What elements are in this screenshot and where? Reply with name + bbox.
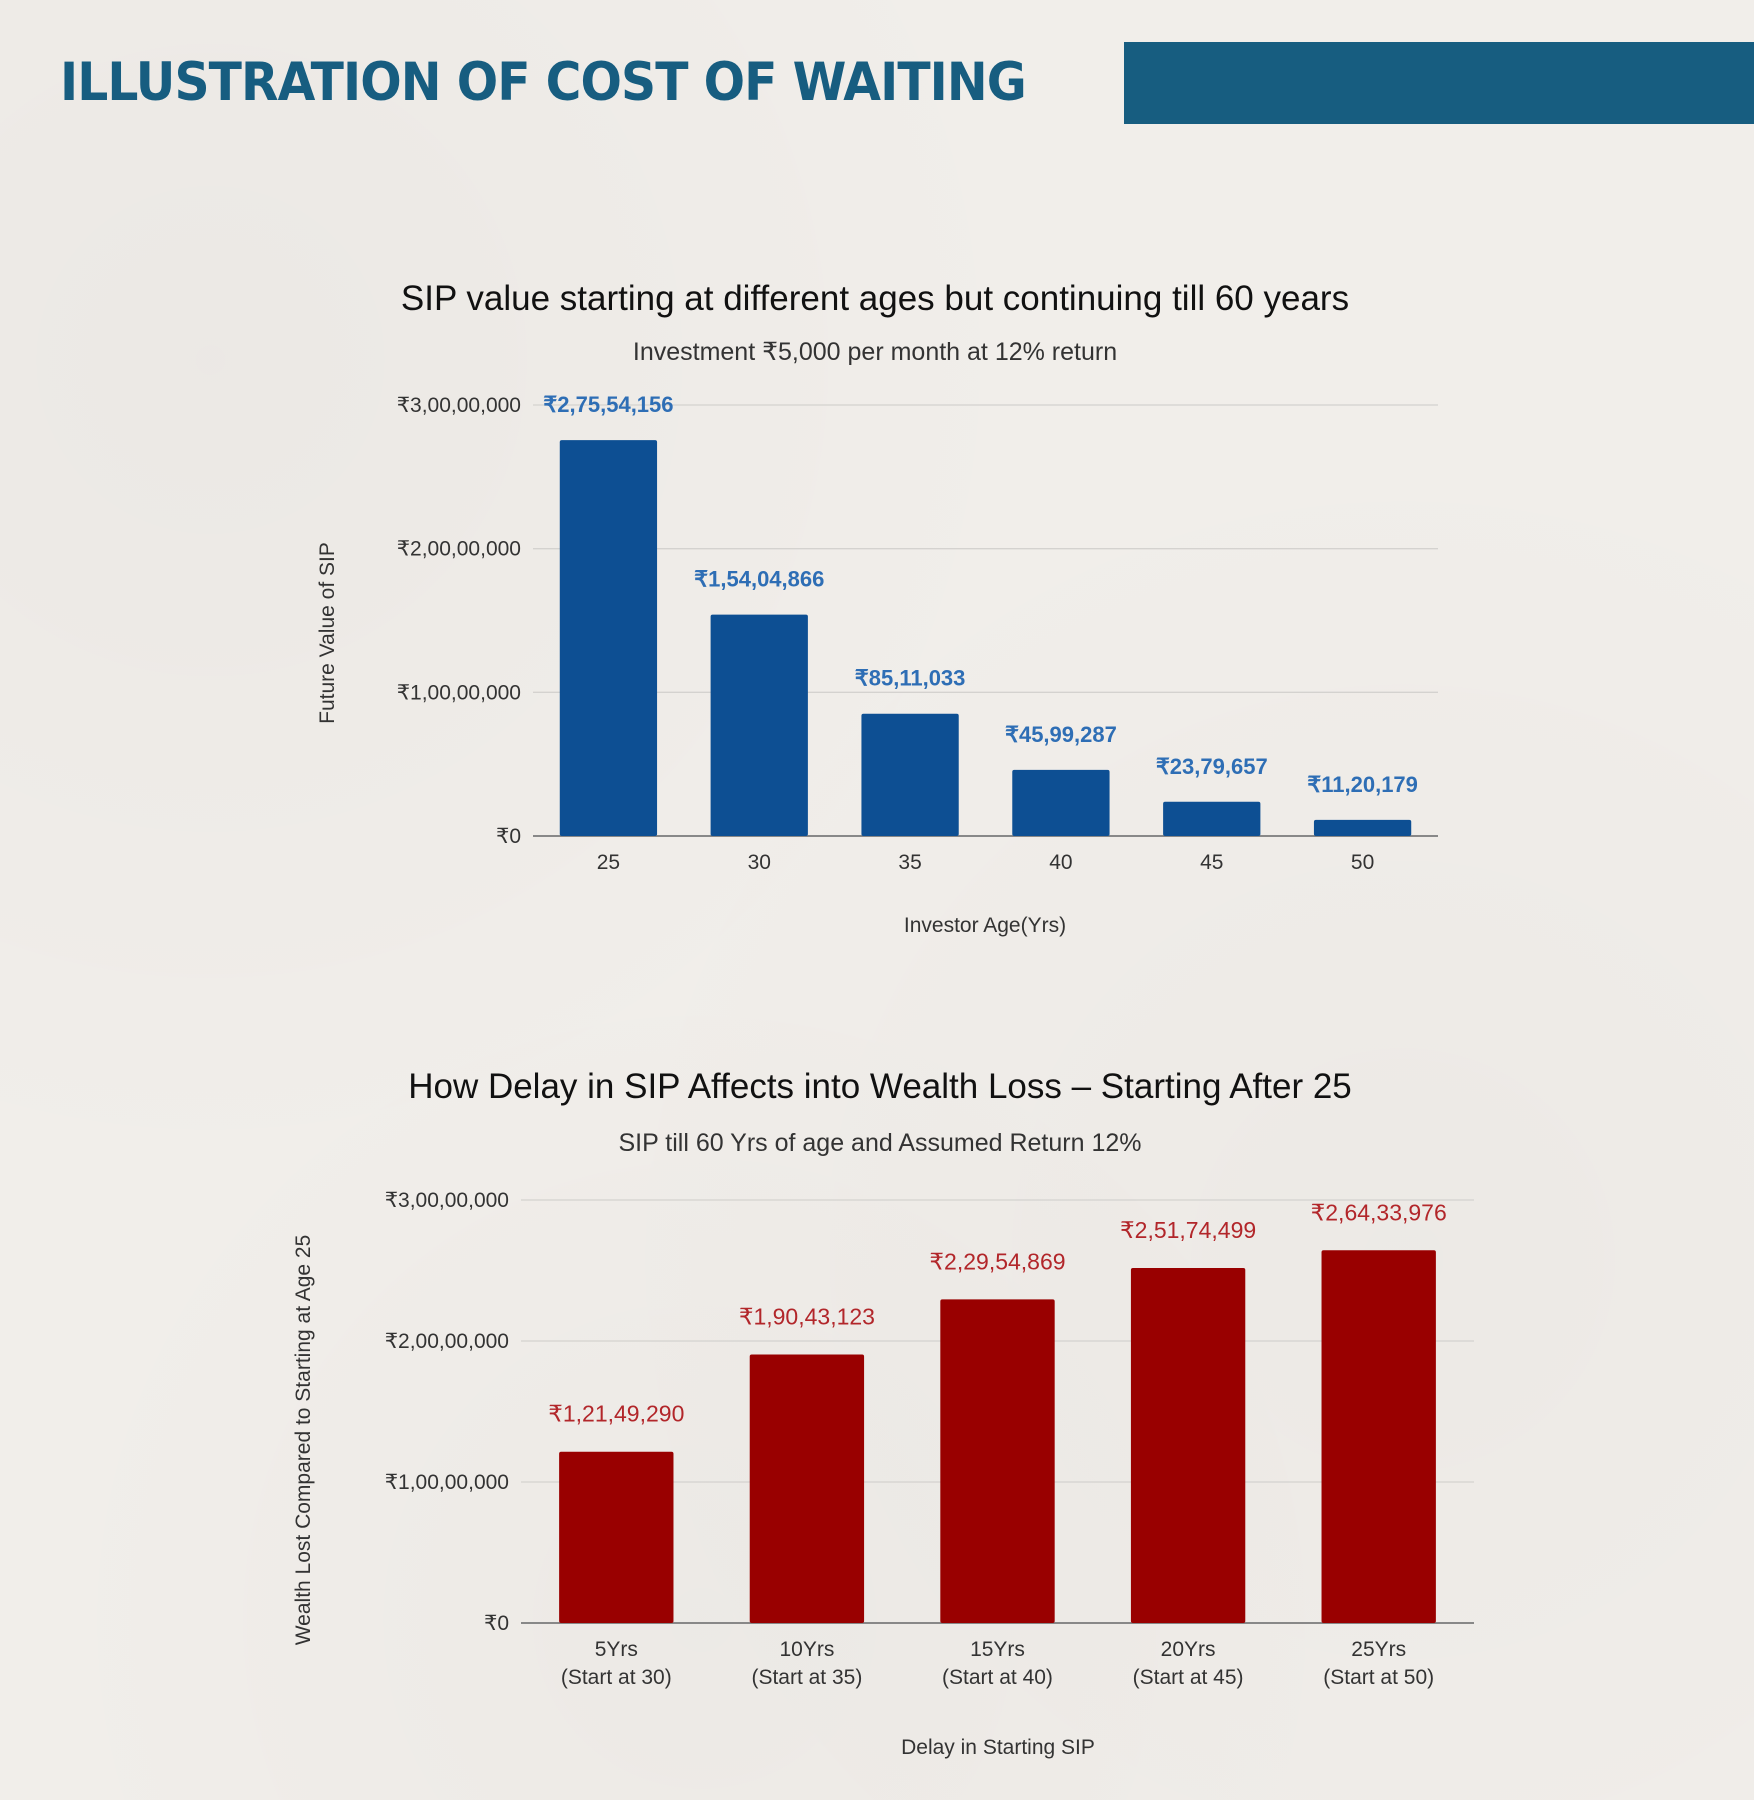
y-tick-label: ₹3,00,00,000 (385, 1189, 509, 1212)
x-axis-label: Delay in Starting SIP (901, 1736, 1095, 1759)
x-tick-label: 15Yrs (970, 1638, 1025, 1661)
x-tick-label: (Start at 30) (561, 1666, 672, 1689)
x-tick-label: 5Yrs (595, 1638, 638, 1661)
data-label: ₹2,64,33,976 (1311, 1199, 1447, 1225)
data-label: ₹2,51,74,499 (1120, 1217, 1256, 1243)
bar (749, 1354, 865, 1623)
bar (1313, 819, 1412, 836)
data-label: ₹1,54,04,866 (694, 567, 824, 592)
bar (559, 440, 658, 836)
x-tick-label: 50 (1351, 851, 1374, 874)
page-title: ILLUSTRATION OF COST OF WAITING (60, 52, 1027, 113)
x-tick-label: 35 (898, 851, 921, 874)
y-tick-label: ₹0 (484, 1612, 509, 1635)
chart-title: How Delay in SIP Affects into Wealth Los… (408, 1067, 1352, 1106)
bar (1163, 801, 1261, 836)
y-tick-label: ₹0 (496, 825, 521, 848)
y-tick-label: ₹3,00,00,000 (397, 394, 521, 417)
y-tick-label: ₹2,00,00,000 (397, 538, 521, 561)
x-tick-label: 20Yrs (1161, 1638, 1216, 1661)
bar (1130, 1268, 1246, 1623)
x-tick-label: 30 (748, 851, 771, 874)
chart-subtitle: Investment ₹5,000 per month at 12% retur… (633, 338, 1117, 366)
x-tick-label: (Start at 50) (1323, 1666, 1434, 1689)
y-tick-label: ₹1,00,00,000 (385, 1471, 509, 1494)
title-accent-bar (1124, 42, 1754, 124)
y-axis-label: Wealth Lost Compared to Starting at Age … (292, 1235, 315, 1646)
x-axis-label: Investor Age(Yrs) (904, 914, 1066, 937)
x-tick-label: 25Yrs (1351, 1638, 1406, 1661)
data-label: ₹11,20,179 (1307, 772, 1418, 797)
data-label: ₹85,11,033 (855, 666, 966, 691)
x-tick-label: (Start at 40) (942, 1666, 1053, 1689)
data-label: ₹1,90,43,123 (739, 1303, 875, 1329)
x-tick-label: 45 (1200, 851, 1223, 874)
chart-subtitle: SIP till 60 Yrs of age and Assumed Retur… (619, 1129, 1142, 1157)
data-label: ₹23,79,657 (1156, 754, 1268, 779)
bar (710, 614, 808, 836)
y-axis-label: Future Value of SIP (316, 542, 339, 724)
bar (1321, 1250, 1436, 1623)
data-label: ₹2,75,54,156 (543, 392, 673, 417)
data-label: ₹1,21,49,290 (548, 1401, 684, 1427)
y-tick-label: ₹2,00,00,000 (385, 1330, 509, 1353)
x-tick-label: 10Yrs (779, 1638, 834, 1661)
bar (1012, 769, 1110, 836)
x-tick-label: (Start at 45) (1133, 1666, 1244, 1689)
bar (861, 713, 959, 836)
sip-value-chart: SIP value starting at different ages but… (316, 279, 1438, 937)
bar (940, 1299, 1055, 1623)
y-tick-label: ₹1,00,00,000 (397, 681, 521, 704)
data-label: ₹45,99,287 (1005, 722, 1117, 747)
x-tick-label: 40 (1049, 851, 1072, 874)
data-label: ₹2,29,54,869 (929, 1248, 1065, 1274)
chart-title: SIP value starting at different ages but… (401, 279, 1349, 318)
x-tick-label: 25 (597, 851, 620, 874)
x-tick-label: (Start at 35) (751, 1666, 862, 1689)
bar (559, 1451, 674, 1623)
